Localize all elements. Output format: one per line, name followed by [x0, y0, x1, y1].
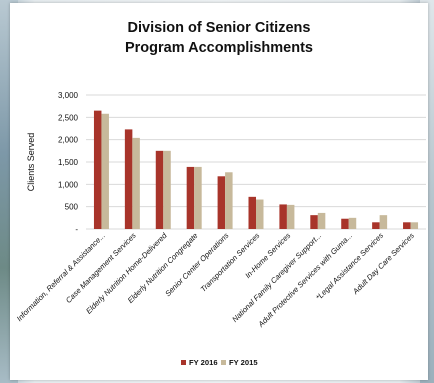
y-tick-label: 2,500	[58, 113, 79, 122]
bar-chart: - 500 1,000 1,500 2,000 2,500 3,000 Clients Ser…	[15, 91, 426, 367]
bar-fy2016	[124, 129, 133, 229]
y-tick-label: 500	[65, 203, 79, 212]
bar-fy2016	[186, 166, 195, 229]
bar-fy2015	[286, 204, 295, 229]
legend-swatch	[181, 360, 186, 365]
bar-fy2015	[132, 137, 140, 229]
bar-fy2015	[410, 222, 419, 229]
legend-swatch	[221, 360, 226, 365]
x-category-label: Adult Day Care Services	[350, 231, 416, 297]
legend-label: FY 2015	[229, 358, 258, 367]
bar-fy2015	[379, 215, 388, 229]
bar-fy2016	[279, 204, 287, 229]
bar-fy2016	[248, 196, 256, 229]
y-tick-label: 1,000	[58, 180, 79, 189]
y-tick-label: -	[75, 225, 78, 234]
y-tick-label: 1,500	[58, 158, 79, 167]
bar-fy2015	[256, 199, 264, 229]
chart-title: Division of Senior Citizens	[127, 20, 311, 36]
y-tick-label: 2,000	[58, 136, 79, 145]
legend-label: FY 2016	[189, 358, 218, 367]
bar-fy2016	[403, 222, 411, 229]
y-axis-label: Clients Served	[26, 133, 36, 192]
bar-fy2015	[348, 217, 357, 229]
chart-subtitle: Program Accomplishments	[124, 40, 313, 56]
bar-fy2015	[101, 113, 109, 229]
bar-fy2016	[341, 218, 349, 229]
y-tick-label: 3,000	[58, 91, 79, 100]
bar-fy2016	[217, 176, 226, 229]
bar-fy2015	[163, 150, 171, 229]
bar-fy2016	[93, 110, 102, 229]
bar-fy2015	[317, 212, 326, 229]
x-category-label: Transportation Services	[199, 231, 262, 294]
bar-fy2016	[310, 215, 318, 229]
bar-fy2015	[225, 172, 233, 229]
chart-card: Division of Senior Citizens Program Acco…	[10, 3, 428, 380]
bar-fy2015	[194, 166, 202, 229]
bar-fy2016	[155, 150, 164, 229]
bar-fy2016	[372, 222, 380, 229]
